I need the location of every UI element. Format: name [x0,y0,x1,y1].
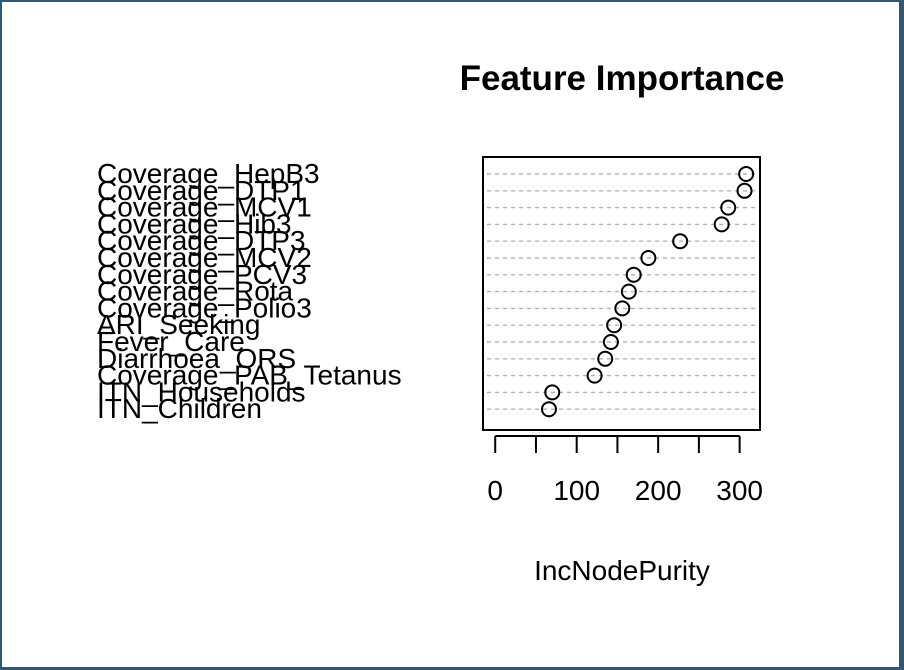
feature-label: Coverage_PCV3 [97,259,307,290]
data-point [544,384,561,401]
feature-label: Coverage_Polio3 [97,292,312,323]
feature-label: Coverage_MCV1 [97,192,312,223]
x-tick-label: 300 [716,475,763,506]
data-point [625,266,642,283]
plot-box [482,156,761,431]
x-tick-label: 200 [635,475,682,506]
feature-label: Coverage_DTP3 [97,225,306,256]
feature-label: Fever_Care [97,326,245,357]
data-point [606,317,623,334]
data-points [540,166,755,418]
data-point [586,367,603,384]
feature-label: Diarrhoea_ORS [97,343,296,374]
data-point [713,216,730,233]
data-point [614,300,631,317]
data-point [620,283,637,300]
data-point [720,199,737,216]
x-tick-label: 0 [487,475,503,506]
data-point [672,233,689,250]
data-point [640,250,657,266]
data-point [597,350,614,367]
x-tick-label: 100 [553,475,600,506]
data-point [602,334,619,350]
x-axis-label: IncNodePurity [534,555,710,586]
feature-label: Coverage_MCV2 [97,242,312,273]
feature-label: Coverage_Hib3 [97,208,292,239]
grid-lines [487,173,756,410]
feature-label: Coverage_Rota [97,276,294,307]
feature-label: ITN_Households [97,376,306,407]
data-point [540,401,557,418]
feature-label: ARI_Seeking [97,309,260,340]
feature-label: Coverage_PAB_Tetanus [97,360,402,391]
feature-label: ITN_Children [97,393,262,424]
chart-title: Feature Importance [460,59,785,98]
feature-labels: Coverage_HepB3Coverage_DTP1Coverage_MCV1… [97,158,402,424]
data-point [736,182,753,199]
data-point [738,166,755,182]
feature-label: Coverage_DTP1 [97,175,306,206]
feature-label: Coverage_HepB3 [97,158,320,189]
x-axis: 0 100 200 300 [487,435,763,506]
